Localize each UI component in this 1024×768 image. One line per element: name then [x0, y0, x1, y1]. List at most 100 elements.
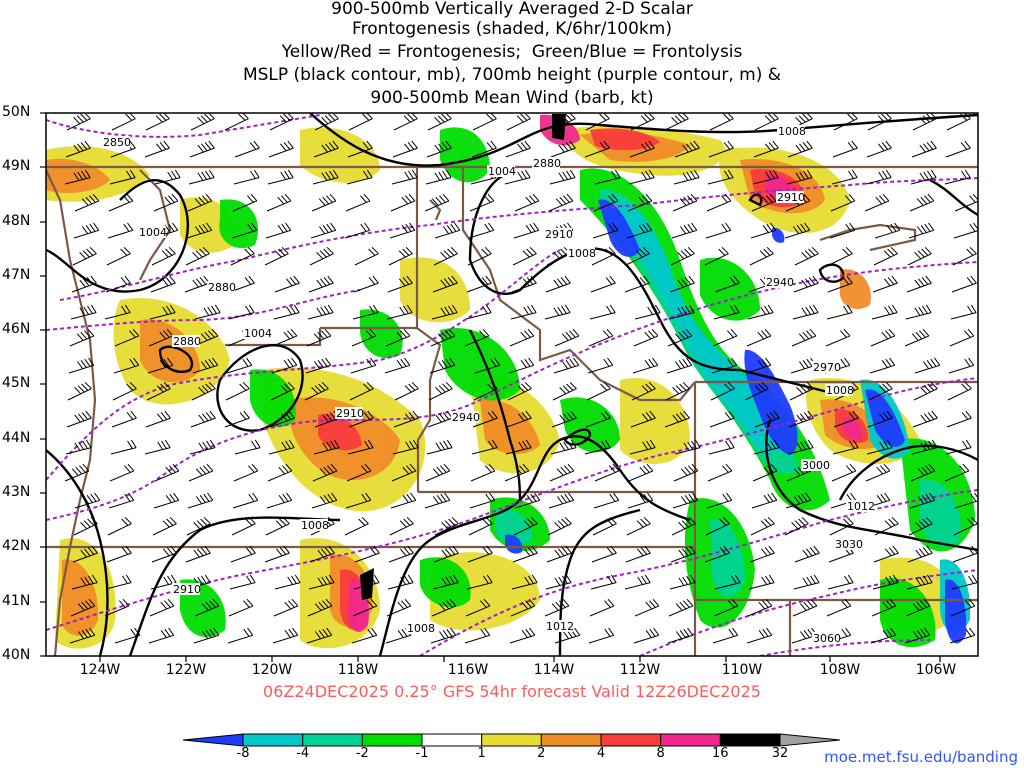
wind-barb — [232, 492, 259, 509]
height-contour-label: 2880 — [172, 335, 201, 348]
wind-barb — [434, 222, 461, 239]
wind-barb — [428, 381, 453, 401]
colorbar-tick-label: -2 — [355, 746, 369, 761]
wind-barb — [274, 275, 300, 293]
wind-barb — [588, 328, 614, 347]
wind-barb — [950, 304, 977, 320]
forecast-valid-text: 06Z24DEC2025 0.25° GFS 54hr forecast Val… — [263, 682, 761, 701]
wind-barb — [352, 598, 378, 617]
height-contour-label: 3060 — [812, 632, 841, 645]
wind-barb — [228, 598, 254, 617]
wind-barb — [584, 140, 610, 158]
wind-barb — [509, 627, 536, 644]
wind-barb — [66, 113, 91, 131]
lat-label: 45N — [2, 375, 31, 391]
wind-barb — [74, 492, 101, 509]
wind-barb — [392, 140, 418, 158]
wind-barb — [386, 598, 412, 617]
wind-barb — [430, 328, 456, 347]
wind-barb — [144, 439, 171, 455]
wind-barb — [873, 545, 899, 563]
wind-barb — [508, 357, 535, 374]
source-url[interactable]: moe.met.fsu.edu/banding — [824, 748, 1018, 766]
wind-barb — [913, 381, 938, 401]
wind-barb — [672, 193, 698, 212]
wind-barb — [73, 222, 100, 239]
wind-barb — [506, 410, 532, 428]
wind-barb — [194, 304, 221, 320]
wind-barb — [872, 574, 899, 590]
wind-barb — [391, 169, 418, 185]
wind-barb — [64, 463, 90, 482]
wind-barb — [344, 222, 371, 239]
height-contour-label: 2880 — [532, 157, 561, 170]
wind-barb — [870, 627, 897, 644]
wind-barb — [747, 304, 774, 320]
height-contour-label: 2940 — [765, 276, 794, 289]
wind-barb — [707, 463, 733, 482]
height-contour-label: 2880 — [207, 281, 236, 294]
wind-barb — [950, 598, 976, 617]
mslp-contour-label: 1008 — [777, 125, 806, 138]
wind-barb — [791, 328, 817, 347]
wind-barb — [794, 246, 819, 266]
wind-barb — [951, 574, 978, 590]
wind-barb — [591, 246, 616, 266]
wind-barb — [192, 357, 219, 374]
wind-barb — [665, 381, 690, 401]
wind-barb — [313, 140, 339, 158]
wind-barb — [191, 381, 216, 401]
colorbar-segment — [481, 733, 542, 747]
wind-barb — [154, 169, 181, 185]
svg-text:1008: 1008 — [407, 622, 435, 635]
mslp-contour-label: 1012 — [846, 500, 875, 513]
svg-text:1008: 1008 — [568, 247, 596, 260]
wind-barb — [552, 381, 577, 401]
wind-barb — [825, 328, 851, 347]
wind-barb — [107, 222, 134, 239]
wind-barb — [584, 439, 611, 455]
wind-barb — [109, 463, 135, 482]
wind-barbs — [64, 113, 978, 644]
wind-barb — [434, 516, 459, 536]
wind-barb — [306, 328, 332, 347]
wind-barb — [634, 304, 661, 320]
wind-barb — [65, 140, 91, 158]
wind-barb — [105, 574, 132, 590]
wind-barb — [354, 545, 380, 563]
svg-text:2910: 2910 — [777, 191, 805, 204]
wind-barb — [904, 328, 930, 347]
wind-barb — [511, 275, 537, 293]
wind-barb — [467, 545, 493, 563]
title-line-2: Frontogenesis (shaded, K/6hr/100km) — [352, 19, 672, 39]
lat-label: 44N — [2, 430, 31, 446]
mslp-contour-label: 1004 — [487, 165, 516, 178]
wind-barb — [871, 598, 897, 617]
wind-barb — [829, 222, 856, 239]
wind-barb — [472, 410, 498, 428]
wind-barb — [748, 574, 775, 590]
wind-barb — [227, 627, 254, 644]
wind-barb — [911, 439, 938, 455]
wind-barb — [628, 169, 655, 185]
wind-barb — [592, 516, 617, 536]
wind-barb — [267, 169, 294, 185]
wind-barb — [390, 492, 417, 509]
wind-barb — [393, 410, 419, 428]
wind-barb — [189, 140, 215, 158]
colorbar-tick-label: -8 — [236, 746, 250, 761]
lat-label: 41N — [2, 593, 31, 609]
wind-barb — [73, 516, 98, 536]
height-contour-label: 2910 — [776, 191, 805, 204]
wind-barb — [709, 410, 735, 428]
wind-barb — [712, 328, 738, 347]
wind-barb — [590, 574, 617, 590]
wind-barb — [750, 222, 777, 239]
wind-barb — [671, 222, 698, 239]
wind-barb — [910, 463, 936, 482]
wind-barb — [464, 627, 491, 644]
wind-barb — [345, 193, 371, 212]
wind-barb — [225, 381, 250, 401]
wind-barb — [68, 357, 95, 374]
svg-text:1012: 1012 — [546, 620, 574, 633]
